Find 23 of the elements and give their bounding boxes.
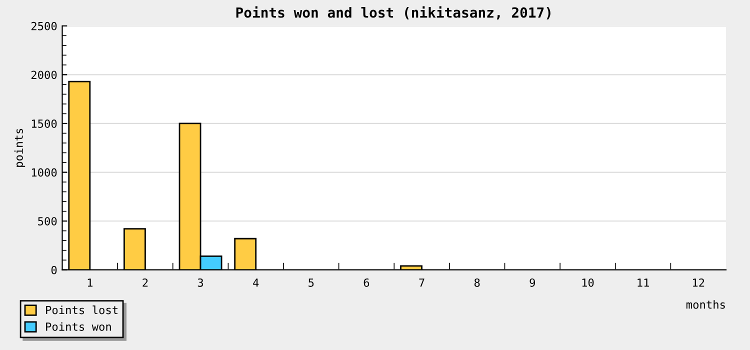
y-tick-label: 2000: [31, 70, 57, 80]
x-tick-label: 3: [198, 278, 204, 287]
legend-label: Points won: [46, 322, 111, 331]
y-tick-label: 1500: [32, 119, 57, 128]
y-tick-label: 2500: [31, 22, 57, 30]
x-tick-label: 11: [638, 278, 649, 287]
x-tick-label: 9: [530, 278, 535, 287]
x-tick-label: 5: [308, 278, 314, 287]
x-tick-label: 10: [582, 278, 594, 287]
y-tick-label: 1000: [32, 168, 57, 177]
x-axis-title: months: [686, 300, 725, 309]
x-tick-label: 4: [253, 278, 259, 287]
x-tick-label: 12: [692, 278, 704, 287]
y-axis-title: points: [14, 128, 26, 167]
x-tick-label: 7: [419, 278, 424, 287]
y-tick-label: 0: [51, 266, 57, 274]
x-tick-label: 6: [364, 278, 370, 287]
y-tick-label: 500: [38, 217, 57, 226]
x-tick-label: 2: [142, 278, 148, 287]
chart-title: Points won and lost (nikitasanz, 2017): [236, 6, 550, 20]
legend-label: Points lost: [46, 306, 118, 314]
x-tick-label: 8: [474, 278, 480, 287]
x-tick-label: 1: [88, 278, 92, 287]
